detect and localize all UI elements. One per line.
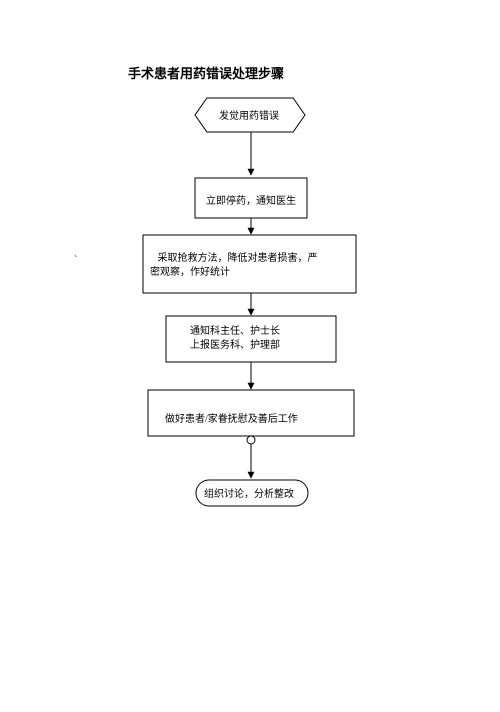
node-label-n6: 组织讨论，分析整改 [204, 488, 294, 502]
node-label-n5: 做好患者/家眷抚慰及善后工作 [165, 413, 298, 427]
stray-mark: ` [74, 254, 77, 268]
node-label-n3: 采取抢救方法，降低对患者损害，严 密观察，作好统计 [150, 252, 318, 280]
page: 手术患者用药错误处理步骤 发觉用药错误立即停药，通知医生 采取抢救方法，降低对患… [0, 0, 500, 707]
node-label-n4: 通知科主任、护士长 上报医务科、护理部 [190, 325, 280, 353]
page-title: 手术患者用药错误处理步骤 [128, 63, 284, 82]
node-label-n2: 立即停药，通知医生 [206, 195, 296, 209]
flowchart-svg [0, 0, 500, 707]
node-label-n1: 发觉用药错误 [219, 110, 279, 124]
